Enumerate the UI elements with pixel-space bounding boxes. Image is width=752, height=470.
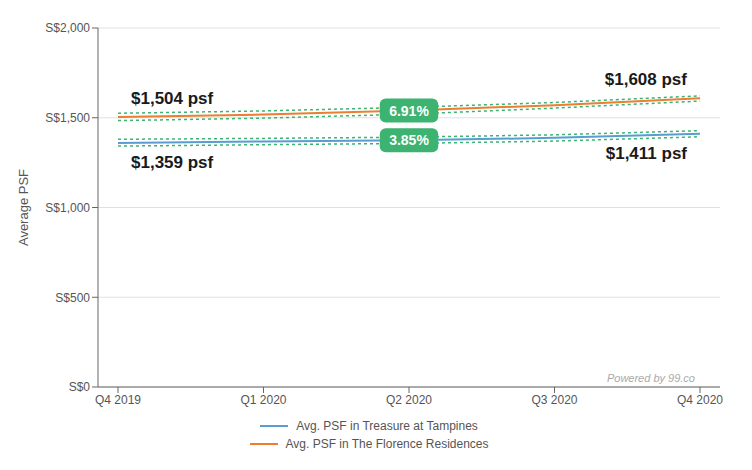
svg-text:$1,359 psf: $1,359 psf xyxy=(131,153,214,172)
html-text:Avg. PSF in Treasure at Tampin: Avg. PSF in Treasure at Tampines xyxy=(296,419,478,433)
svg-text:Average PSF: Average PSF xyxy=(16,169,31,246)
svg-text:S$1,500: S$1,500 xyxy=(45,111,90,125)
svg-text:S$0: S$0 xyxy=(69,380,91,394)
svg-text:Q1 2020: Q1 2020 xyxy=(240,393,286,407)
svg-text:$1,504 psf: $1,504 psf xyxy=(131,89,214,108)
svg-text:Powered by 99.co: Powered by 99.co xyxy=(607,372,695,384)
svg-text:S$2,000: S$2,000 xyxy=(45,21,90,35)
svg-text:Q3 2020: Q3 2020 xyxy=(531,393,577,407)
svg-text:Q2 2020: Q2 2020 xyxy=(386,393,432,407)
svg-text:6.91%: 6.91% xyxy=(389,103,429,119)
svg-text:$1,608 psf: $1,608 psf xyxy=(605,70,688,89)
svg-text:Q4 2019: Q4 2019 xyxy=(95,393,141,407)
svg-text:S$500: S$500 xyxy=(55,291,90,305)
html-text:Avg. PSF in The Florence Resid: Avg. PSF in The Florence Residences xyxy=(285,437,489,451)
svg-text:S$1,000: S$1,000 xyxy=(45,201,90,215)
svg-text:3.85%: 3.85% xyxy=(389,132,429,148)
svg-text:Q4 2020: Q4 2020 xyxy=(677,393,723,407)
svg-text:$1,411 psf: $1,411 psf xyxy=(606,144,688,163)
